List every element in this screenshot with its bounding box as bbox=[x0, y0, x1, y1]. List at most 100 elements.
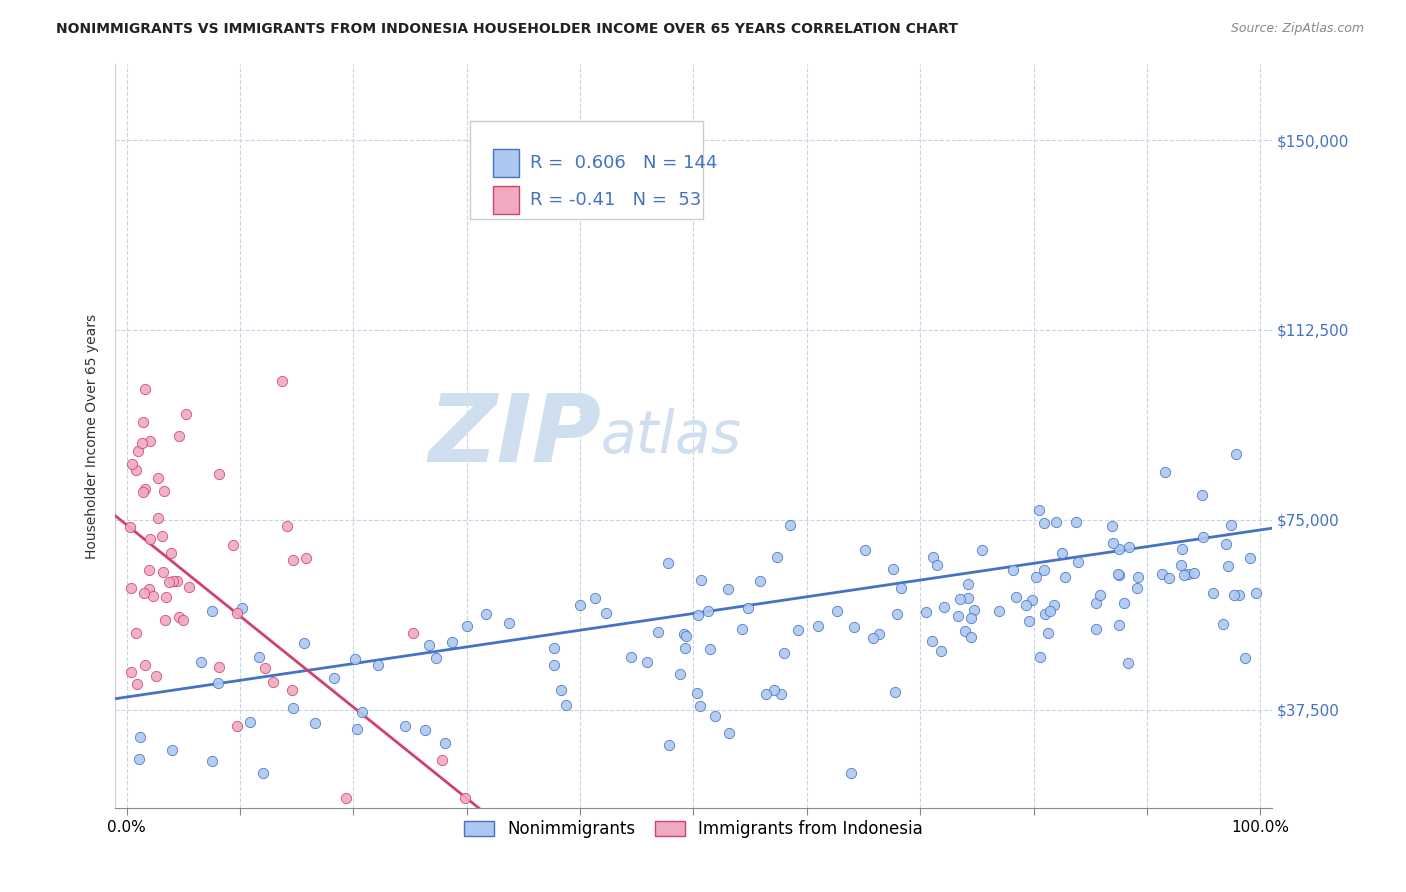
Text: Source: ZipAtlas.com: Source: ZipAtlas.com bbox=[1230, 22, 1364, 36]
Point bbox=[686, 608, 709, 623]
Point bbox=[1001, 563, 1024, 577]
Point bbox=[583, 591, 606, 605]
Point bbox=[915, 605, 938, 619]
Text: NONIMMIGRANTS VS IMMIGRANTS FROM INDONESIA HOUSEHOLDER INCOME OVER 65 YEARS CORR: NONIMMIGRANTS VS IMMIGRANTS FROM INDONES… bbox=[56, 22, 959, 37]
Point bbox=[934, 599, 956, 614]
Point bbox=[1118, 540, 1140, 554]
Point bbox=[120, 665, 142, 679]
Point bbox=[669, 666, 692, 681]
Point bbox=[433, 735, 456, 749]
Point bbox=[134, 482, 156, 496]
Point bbox=[350, 705, 373, 719]
Point bbox=[413, 723, 436, 737]
Point bbox=[138, 563, 160, 577]
Point bbox=[762, 682, 785, 697]
Point bbox=[167, 609, 190, 624]
Point bbox=[127, 444, 149, 458]
Point bbox=[1108, 567, 1130, 582]
Point bbox=[1223, 588, 1246, 602]
Point bbox=[1157, 571, 1180, 585]
Point bbox=[550, 683, 572, 698]
Point bbox=[1107, 566, 1129, 581]
Point bbox=[346, 722, 368, 736]
Point bbox=[543, 658, 565, 673]
Point bbox=[276, 518, 298, 533]
Point bbox=[921, 634, 943, 648]
Point bbox=[1154, 465, 1177, 479]
Point bbox=[697, 604, 720, 618]
Point bbox=[543, 640, 565, 655]
Point bbox=[737, 601, 759, 615]
Point bbox=[806, 619, 828, 633]
Point bbox=[931, 644, 953, 658]
Point bbox=[155, 591, 177, 605]
Point bbox=[162, 574, 184, 589]
Point bbox=[367, 657, 389, 672]
Point bbox=[207, 467, 229, 481]
Point bbox=[172, 613, 194, 627]
Point bbox=[1039, 604, 1062, 618]
Point bbox=[1084, 596, 1107, 610]
Point bbox=[704, 709, 727, 723]
Point bbox=[689, 698, 711, 713]
Point bbox=[121, 457, 143, 471]
Point bbox=[699, 642, 721, 657]
Point bbox=[150, 528, 173, 542]
Point bbox=[658, 738, 681, 752]
Point bbox=[1191, 488, 1213, 502]
Point bbox=[1033, 516, 1056, 530]
Point bbox=[962, 603, 984, 617]
Point bbox=[280, 683, 302, 698]
Point bbox=[842, 620, 865, 634]
Point bbox=[1173, 568, 1195, 582]
Point bbox=[166, 574, 188, 589]
Point bbox=[1212, 616, 1234, 631]
Point bbox=[134, 586, 156, 600]
Point bbox=[970, 543, 993, 558]
Point bbox=[343, 652, 366, 666]
Point bbox=[174, 408, 197, 422]
Point bbox=[1005, 591, 1028, 605]
Point bbox=[441, 635, 464, 649]
Point bbox=[853, 543, 876, 558]
FancyBboxPatch shape bbox=[494, 186, 519, 214]
Point bbox=[456, 619, 478, 633]
Point bbox=[239, 714, 262, 729]
Point bbox=[454, 791, 477, 805]
Point bbox=[179, 581, 201, 595]
Point bbox=[555, 698, 578, 712]
Point bbox=[294, 551, 316, 566]
Point bbox=[335, 791, 357, 805]
Point bbox=[432, 753, 454, 767]
Point bbox=[686, 685, 709, 699]
Point bbox=[620, 650, 643, 665]
Point bbox=[959, 630, 981, 644]
Point bbox=[207, 675, 229, 690]
Point bbox=[1233, 651, 1256, 665]
Point bbox=[1043, 598, 1066, 612]
Point bbox=[862, 631, 884, 645]
Point bbox=[636, 655, 658, 669]
Point bbox=[883, 685, 905, 699]
Point bbox=[731, 622, 754, 636]
Point bbox=[1036, 626, 1059, 640]
Point bbox=[673, 640, 696, 655]
Point bbox=[271, 374, 294, 388]
Point bbox=[162, 743, 184, 757]
Point bbox=[142, 590, 165, 604]
Point bbox=[425, 651, 447, 665]
Point bbox=[1033, 563, 1056, 577]
Point bbox=[418, 638, 440, 652]
Point bbox=[1192, 530, 1215, 544]
Point bbox=[138, 582, 160, 596]
Point bbox=[1225, 447, 1247, 461]
Point bbox=[167, 429, 190, 443]
Point bbox=[125, 625, 148, 640]
Point bbox=[1066, 516, 1088, 530]
Point bbox=[748, 574, 770, 589]
Point bbox=[226, 606, 249, 620]
Point bbox=[1101, 519, 1123, 533]
Point bbox=[394, 719, 416, 733]
Text: ZIP: ZIP bbox=[427, 391, 600, 483]
Point bbox=[890, 582, 912, 596]
